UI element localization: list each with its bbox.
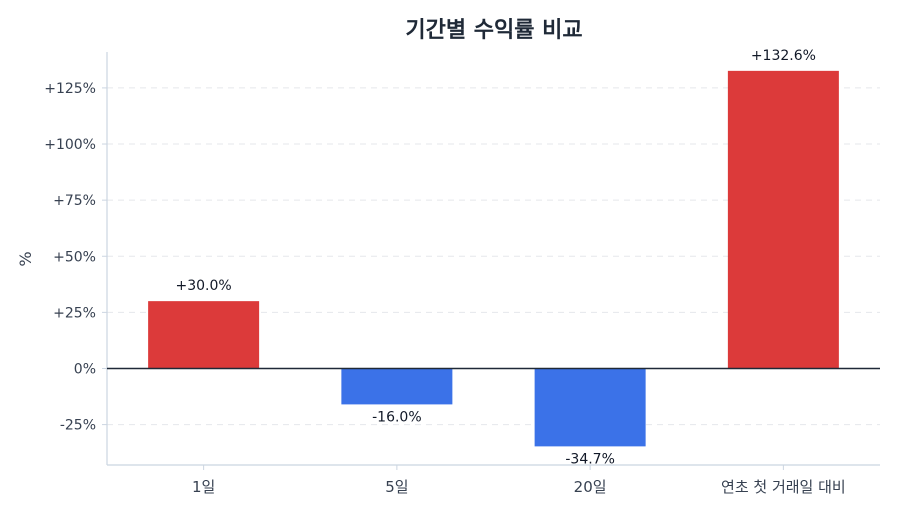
y-tick-label: +125% bbox=[44, 81, 96, 97]
x-tick-label: 5일 bbox=[385, 478, 408, 496]
y-tick-label: 0% bbox=[74, 361, 96, 377]
x-tick-label: 연초 첫 거래일 대비 bbox=[721, 478, 846, 496]
x-tick-label: 1일 bbox=[192, 478, 215, 496]
bar-4 bbox=[727, 70, 839, 369]
y-tick-label: +100% bbox=[44, 137, 96, 153]
bar-value-label: -34.7% bbox=[565, 451, 615, 467]
bar-1 bbox=[148, 301, 260, 369]
bar-value-label: +132.6% bbox=[751, 48, 816, 64]
y-tick-label: +50% bbox=[53, 249, 96, 265]
y-tick-label: +75% bbox=[53, 193, 96, 209]
axis-layer: -25% 0% +25% +50% +75% +100% +125% 1일 5일 20일 연초 첫 … bbox=[44, 52, 880, 496]
bar-2 bbox=[341, 368, 453, 405]
label-layer: +30.0% -16.0% -34.7% +132.6% bbox=[107, 48, 880, 467]
bar-layer bbox=[148, 70, 839, 447]
bar-value-label: +30.0% bbox=[176, 278, 232, 294]
bar-value-label: -16.0% bbox=[372, 409, 422, 425]
bar-3 bbox=[534, 368, 646, 447]
y-tick-label: +25% bbox=[53, 305, 96, 321]
x-tick-label: 20일 bbox=[574, 478, 607, 496]
chart-title: 기간별 수익률 비교 bbox=[405, 18, 583, 43]
y-tick-label: -25% bbox=[60, 418, 96, 434]
y-axis-label: % bbox=[16, 251, 35, 266]
grid-layer bbox=[107, 87, 880, 426]
